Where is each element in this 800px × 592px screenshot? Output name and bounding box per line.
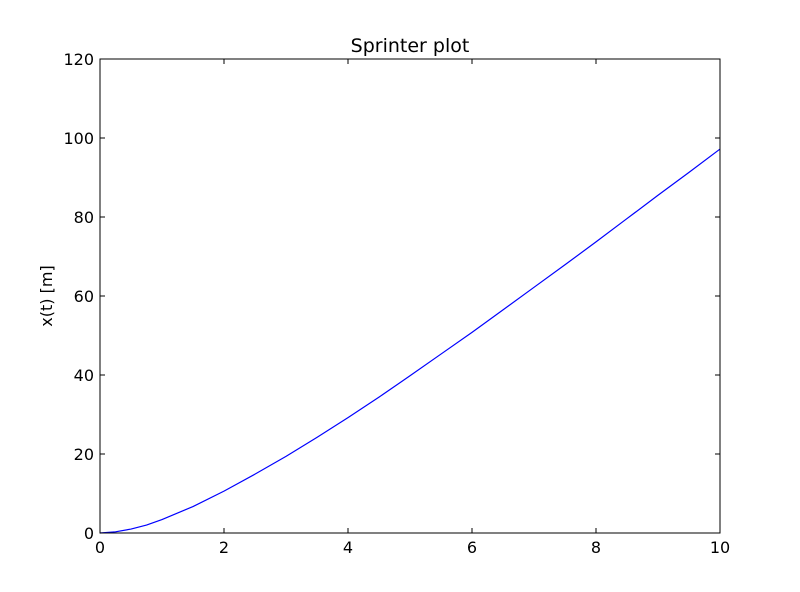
- x-tick-label: 2: [219, 538, 229, 557]
- y-tick-label: 80: [74, 208, 94, 227]
- y-tick-label: 60: [74, 287, 94, 306]
- y-tick-label: 0: [84, 524, 94, 543]
- chart-title: Sprinter plot: [351, 35, 470, 57]
- y-tick-label: 40: [74, 366, 94, 385]
- series-line: [99, 148, 721, 534]
- x-tick-label: 10: [710, 538, 730, 557]
- axes-frame: [99, 58, 721, 534]
- x-tick-label: 0: [95, 538, 105, 557]
- x-tick-label: 8: [591, 538, 601, 557]
- y-tick-label: 100: [63, 129, 94, 148]
- y-axis-label: x(t) [m]: [37, 265, 56, 326]
- y-tick-label: 20: [74, 445, 94, 464]
- x-tick-label: 6: [467, 538, 477, 557]
- x-tick-label: 4: [343, 538, 353, 557]
- y-tick-label: 120: [63, 50, 94, 69]
